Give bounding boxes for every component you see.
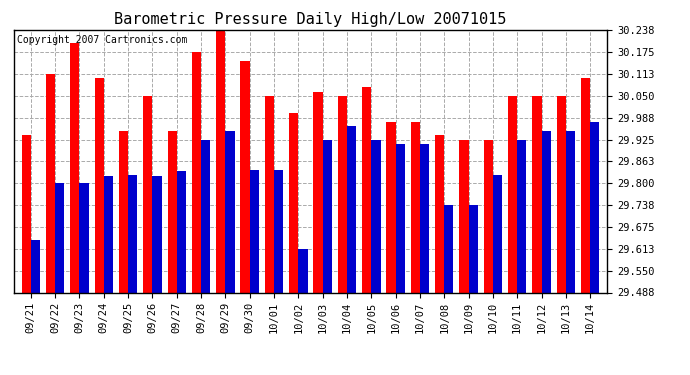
Bar [484, 140, 493, 292]
Bar [337, 96, 347, 292]
Bar [518, 140, 526, 292]
Text: Copyright 2007 Cartronics.com: Copyright 2007 Cartronics.com [17, 35, 187, 45]
Bar [168, 131, 177, 292]
Bar [192, 52, 201, 292]
Bar [313, 92, 323, 292]
Bar [420, 144, 429, 292]
Bar [31, 240, 40, 292]
Bar [444, 205, 453, 292]
Bar [542, 131, 551, 292]
Bar [566, 131, 575, 292]
Bar [508, 96, 518, 292]
Bar [590, 122, 600, 292]
Bar [493, 174, 502, 292]
Bar [21, 135, 31, 292]
Bar [581, 78, 590, 292]
Bar [323, 140, 332, 292]
Bar [395, 144, 405, 292]
Bar [46, 74, 55, 292]
Bar [386, 122, 395, 292]
Bar [250, 170, 259, 292]
Bar [362, 87, 371, 292]
Bar [411, 122, 420, 292]
Bar [128, 174, 137, 292]
Bar [460, 140, 469, 292]
Bar [435, 135, 444, 292]
Title: Barometric Pressure Daily High/Low 20071015: Barometric Pressure Daily High/Low 20071… [115, 12, 506, 27]
Bar [144, 96, 152, 292]
Bar [469, 205, 477, 292]
Bar [95, 78, 103, 292]
Bar [226, 131, 235, 292]
Bar [265, 96, 274, 292]
Bar [152, 176, 161, 292]
Bar [557, 96, 566, 292]
Bar [532, 96, 542, 292]
Bar [274, 170, 284, 292]
Bar [298, 249, 308, 292]
Bar [119, 131, 128, 292]
Bar [371, 140, 381, 292]
Bar [201, 140, 210, 292]
Bar [55, 183, 64, 292]
Bar [79, 183, 89, 292]
Bar [104, 176, 113, 292]
Bar [70, 43, 79, 292]
Bar [347, 126, 356, 292]
Bar [177, 171, 186, 292]
Bar [216, 30, 226, 292]
Bar [289, 113, 298, 292]
Bar [240, 61, 250, 292]
